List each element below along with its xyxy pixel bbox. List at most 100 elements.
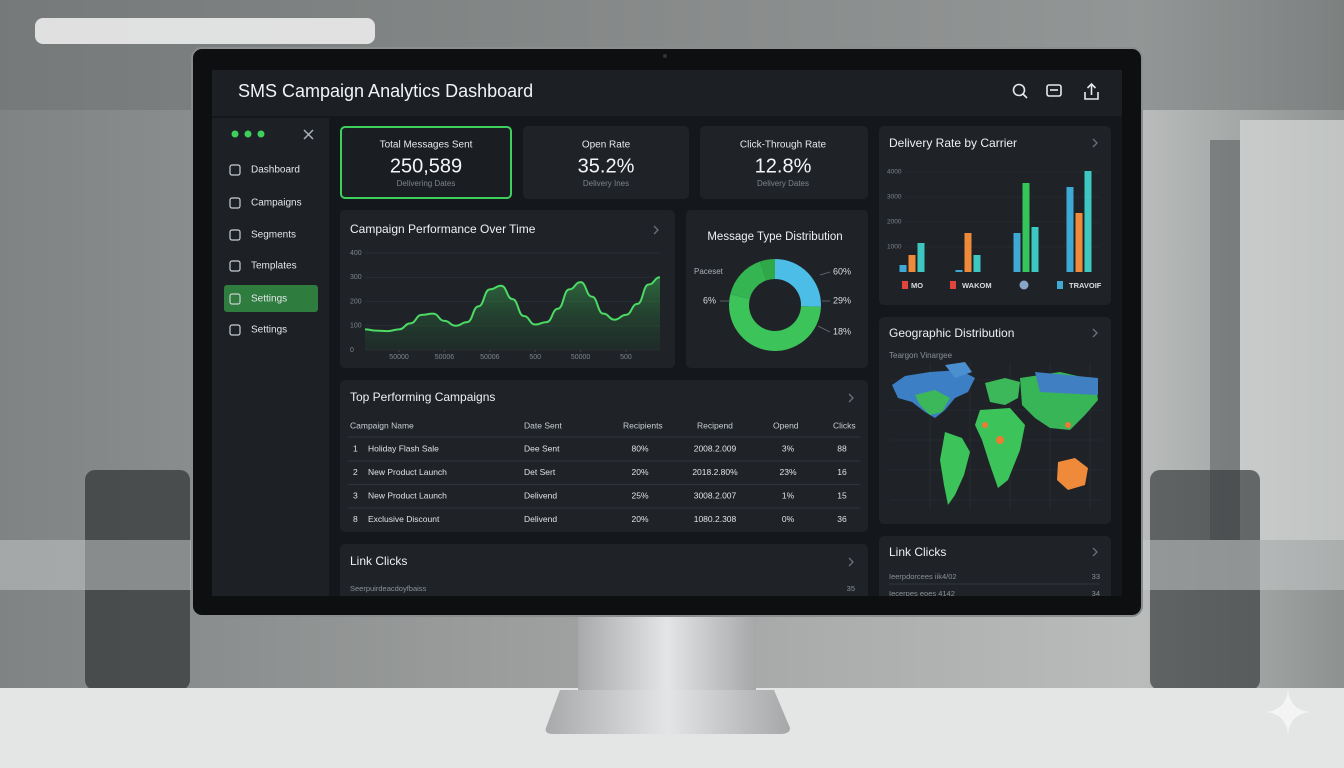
kpi-value: 12.8% [755, 155, 812, 177]
kpi-note: Delivery Dates [757, 179, 809, 188]
nav-item[interactable]: Settings [251, 325, 287, 336]
column-header: Opend [773, 420, 799, 430]
share-icon[interactable] [1084, 82, 1099, 100]
kpi-card [523, 126, 689, 199]
card-title: Delivery Rate by Carrier [889, 136, 1017, 150]
kpi-card [340, 126, 512, 199]
chevron[interactable] [653, 225, 659, 235]
link-clicks-side-card [879, 536, 1111, 596]
x-tick-label: 50000 [571, 354, 591, 361]
search-icon[interactable] [1012, 83, 1026, 97]
table-cell: 1% [782, 490, 795, 500]
chevron[interactable] [1092, 547, 1098, 557]
table-cell: 8 [353, 514, 358, 524]
x-tick-label: WAKOM [962, 281, 992, 290]
table-cell: 20% [631, 514, 648, 524]
nav-icon [229, 197, 241, 209]
header-bar [212, 70, 1122, 116]
y-tick-label: 100 [350, 323, 362, 330]
table-cell: Det Sert [524, 467, 556, 477]
y-tick-label: 3000 [887, 194, 902, 201]
nav-icon [229, 229, 241, 241]
y-tick-label: 300 [350, 274, 362, 281]
bar [1075, 213, 1083, 272]
link-url: Ieerpdorcees iik4/02 [889, 572, 957, 581]
table-cell: 2 [353, 467, 358, 477]
donut-label: 60% [833, 266, 851, 276]
link-url: Iecerpes eoes 4142 [889, 589, 955, 598]
y-tick-label: 0 [350, 347, 354, 354]
chevron[interactable] [1092, 138, 1098, 148]
table-cell: 36 [837, 514, 847, 524]
bar [1013, 233, 1021, 272]
table-cell: 16 [837, 467, 847, 477]
donut-segment [729, 294, 821, 351]
table-card [340, 380, 868, 532]
table-cell: New Product Launch [368, 467, 447, 477]
monitor-base [545, 690, 790, 734]
kpi-label: Open Rate [582, 140, 631, 151]
table-cell: 20% [631, 467, 648, 477]
chevron[interactable] [1092, 328, 1098, 338]
table-cell: Holiday Flash Sale [368, 443, 439, 453]
column-header: Campaign Name [350, 420, 414, 430]
nav-active [224, 285, 318, 312]
link-url: Seerpuirdeacdoyfbaiss [350, 584, 427, 593]
dot [231, 130, 239, 138]
carrier-logo [950, 281, 956, 289]
dot [257, 130, 265, 138]
link-count: 33 [1092, 572, 1100, 581]
nav-item[interactable]: Templates [251, 261, 297, 272]
x-tick-label: MO [911, 281, 923, 290]
message-icon[interactable] [1046, 84, 1062, 97]
x-tick-label: 500 [529, 354, 541, 361]
table-cell: 0% [782, 514, 795, 524]
card-title: Top Performing Campaigns [350, 390, 495, 404]
carrier-logo [902, 281, 908, 289]
bar [973, 255, 981, 272]
table-cell: 2008.2.009 [694, 443, 737, 453]
close-icon[interactable] [303, 129, 314, 140]
bar [1031, 227, 1039, 272]
carrier-logo [1019, 280, 1029, 290]
table-cell: Dee Sent [524, 443, 560, 453]
nav-item[interactable]: Settings [251, 294, 287, 305]
table-cell: 25% [631, 490, 648, 500]
card-subtitle: Teargon Vinargee [889, 351, 953, 360]
kpi-label: Click-Through Rate [740, 140, 827, 151]
link-clicks-card [340, 544, 868, 596]
camera [663, 54, 667, 58]
card-title: Link Clicks [350, 554, 407, 568]
y-tick-label: 200 [350, 298, 362, 305]
kpi-note: Delivery Ines [583, 179, 629, 188]
donut-label: 29% [833, 295, 851, 305]
nav-item[interactable]: Campaigns [251, 198, 302, 209]
card-title: Link Clicks [889, 545, 946, 559]
bar [899, 265, 907, 272]
table-cell: 3 [353, 490, 358, 500]
leader [720, 271, 831, 333]
x-tick-label: TRAVOIF [1069, 281, 1102, 290]
link-count: 34 [1092, 589, 1100, 598]
kpi-card [700, 126, 868, 199]
bar [1022, 183, 1030, 272]
chevron[interactable] [848, 393, 854, 403]
link-count: 35 [847, 584, 855, 593]
bar [1084, 171, 1092, 272]
nav-icon [229, 324, 241, 336]
table-cell: Delivend [524, 490, 557, 500]
nav-icon [229, 164, 241, 176]
screen: SMS Campaign Analytics Dashboard [212, 70, 1122, 598]
card-title: Message Type Distribution [707, 231, 842, 243]
chevron[interactable] [848, 557, 854, 567]
x-tick-label: 50006 [435, 354, 455, 361]
nav-icon [229, 293, 241, 305]
sidebar [212, 118, 329, 596]
column-header: Recipend [697, 420, 733, 430]
nav-item[interactable]: Segments [251, 230, 296, 241]
card-title: Campaign Performance Over Time [350, 222, 536, 236]
nav-item[interactable]: Dashboard [251, 165, 300, 176]
bar [917, 243, 925, 272]
